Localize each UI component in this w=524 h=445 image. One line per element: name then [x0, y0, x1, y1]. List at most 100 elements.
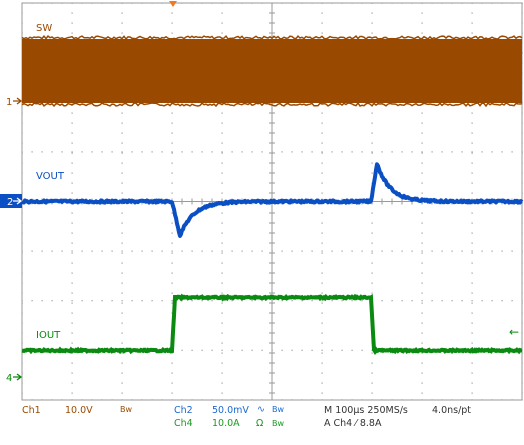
graticule-dot [181, 300, 183, 302]
graticule-dot [171, 32, 173, 34]
graticule-dot [431, 151, 433, 153]
graticule-dot [321, 132, 323, 134]
graticule-dot [331, 349, 333, 351]
graticule-dot [321, 22, 323, 24]
graticule-dot [231, 399, 233, 401]
graticule-dot [421, 32, 423, 34]
graticule-dot [221, 32, 223, 34]
graticule-dot [271, 152, 273, 154]
graticule-dot [321, 300, 323, 302]
ch4-ground-marker[interactable]: 4 [6, 373, 23, 384]
graticule-dot [321, 322, 323, 324]
graticule-dot [171, 142, 173, 144]
graticule-dot [411, 250, 413, 252]
graticule-dot [521, 262, 523, 264]
ch2-marker-box [0, 194, 22, 208]
graticule-dot [521, 132, 523, 134]
graticule-dot [21, 372, 23, 374]
graticule-dot [171, 262, 173, 264]
graticule-dot [151, 151, 153, 153]
graticule-dot [471, 12, 473, 14]
graticule-dot [491, 151, 493, 153]
graticule-dot [171, 272, 173, 274]
graticule-dot [521, 192, 523, 194]
graticule-dot [231, 151, 233, 153]
graticule-dot [221, 250, 223, 252]
graticule-dot [431, 250, 433, 252]
ch1-ground-marker[interactable]: 1 [6, 97, 23, 108]
graticule-dot [321, 162, 323, 164]
graticule-dot [521, 332, 523, 334]
graticule-dot [521, 32, 523, 34]
graticule-dot [171, 222, 173, 224]
graticule-dot [121, 382, 123, 384]
graticule-dot [271, 222, 273, 224]
graticule-dot [121, 392, 123, 394]
graticule-dot [121, 262, 123, 264]
graticule-dot [421, 352, 423, 354]
graticule-dot [71, 122, 73, 124]
graticule-dot [181, 250, 183, 252]
graticule-dot [281, 2, 283, 4]
graticule-dot [311, 2, 313, 4]
graticule-dot [171, 242, 173, 244]
graticule-dot [441, 399, 443, 401]
graticule-dot [521, 362, 523, 364]
graticule-dot [421, 382, 423, 384]
vout-waveform [20, 162, 524, 238]
graticule-dot [471, 362, 473, 364]
graticule-dot [521, 92, 523, 94]
graticule-dot [71, 132, 73, 134]
graticule-dot [221, 399, 223, 401]
graticule-dot [121, 352, 123, 354]
graticule-dot [71, 322, 73, 324]
graticule-dot [171, 372, 173, 374]
graticule-dot [171, 382, 173, 384]
graticule-dot [71, 262, 73, 264]
graticule-dot [21, 151, 23, 153]
graticule-dot [371, 232, 373, 234]
graticule-dot [121, 182, 123, 184]
graticule-dot [221, 382, 223, 384]
graticule-dot [21, 32, 23, 34]
graticule-dot [171, 152, 173, 154]
graticule-dot [381, 2, 383, 4]
graticule-dot [301, 2, 303, 4]
graticule-dot [221, 312, 223, 314]
graticule-dot [351, 151, 353, 153]
graticule-dot [321, 12, 323, 14]
graticule-dot [271, 382, 273, 384]
trigger-level-marker-icon[interactable]: ← [509, 325, 519, 339]
graticule-dot [121, 342, 123, 344]
graticule-dot [371, 242, 373, 244]
graticule-dot [181, 151, 183, 153]
graticule-dot [221, 102, 223, 104]
graticule-dot [41, 250, 43, 252]
graticule-dot [521, 352, 523, 354]
graticule-dot [21, 399, 23, 401]
graticule-dot [511, 399, 513, 401]
graticule-dot [381, 250, 383, 252]
graticule-dot [361, 399, 363, 401]
graticule-dot [471, 332, 473, 334]
graticule-dot [261, 399, 263, 401]
graticule-dot [141, 300, 143, 302]
graticule-dot [21, 222, 23, 224]
graticule-dot [461, 250, 463, 252]
graticule-dot [251, 349, 253, 351]
graticule-dot [421, 172, 423, 174]
graticule-dot [421, 392, 423, 394]
graticule-dot [271, 352, 273, 354]
graticule-dot [151, 250, 153, 252]
graticule-dot [511, 300, 513, 302]
graticule-dot [521, 172, 523, 174]
graticule-dot [521, 342, 523, 344]
graticule-dot [481, 2, 483, 4]
ch2-ground-marker[interactable]: 2 [0, 194, 23, 208]
graticule-dot [121, 252, 123, 254]
graticule-dot [121, 132, 123, 134]
graticule-dot [271, 2, 273, 4]
graticule-dot [371, 272, 373, 274]
graticule-dot [61, 399, 63, 401]
graticule-dot [321, 32, 323, 34]
